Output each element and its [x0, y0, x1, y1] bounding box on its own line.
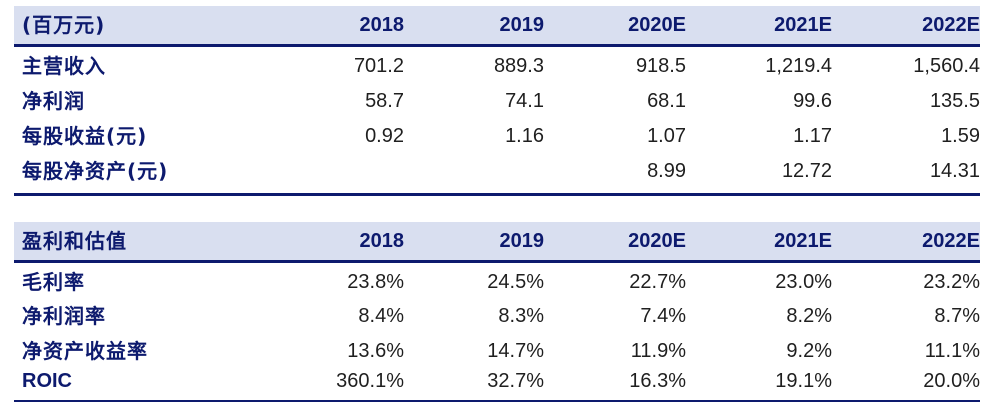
table2-header-label: 盈利和估值 — [22, 229, 127, 253]
table-cell: 20.0% — [923, 370, 980, 392]
table-cell: 1.16 — [505, 125, 544, 147]
table-cell: 7.4% — [640, 305, 686, 327]
table2-header-2022e: 2022E — [922, 230, 980, 252]
table-cell: 24.5% — [487, 271, 544, 293]
table2-bottom-rule — [14, 400, 980, 402]
table-cell: 8.99 — [647, 160, 686, 182]
table-cell: 12.72 — [781, 160, 832, 182]
table-row: ROIC 360.1% 32.7% 16.3% 19.1% 20.0% — [14, 364, 980, 398]
table-row: 净利润率 8.4% 8.3% 7.4% 8.2% 8.7% — [14, 299, 980, 333]
table-cell: 11.9% — [630, 340, 686, 362]
table-cell: 14.31 — [929, 160, 980, 182]
row-label: 毛利率 — [22, 270, 85, 294]
table-cell: 360.1% — [336, 370, 404, 392]
table-cell: 1,219.4 — [765, 55, 832, 77]
table-cell: 889.3 — [493, 55, 544, 77]
table-cell: 8.4% — [358, 305, 404, 327]
table1-bottom-rule — [14, 193, 980, 196]
table-cell: 99.6 — [793, 90, 832, 112]
table2-header-2020e: 2020E — [628, 230, 686, 252]
table-cell: 14.7% — [487, 340, 544, 362]
table2-header-rule — [14, 260, 980, 263]
table-cell — [264, 154, 404, 188]
table-row: 毛利率 23.8% 24.5% 22.7% 23.0% 23.2% — [14, 265, 980, 299]
table2-header-row: 盈利和估值 2018 2019 2020E 2021E 2022E — [14, 224, 980, 258]
table-cell: 11.1% — [924, 340, 980, 362]
table-row: 净资产收益率 13.6% 14.7% 11.9% 9.2% 11.1% — [14, 334, 980, 368]
table2-header-2018: 2018 — [359, 230, 405, 252]
row-label: 每股收益(元) — [22, 124, 148, 148]
table-cell: 9.2% — [786, 340, 832, 362]
table-cell: 1.59 — [941, 125, 980, 147]
table-cell: 1,560.4 — [913, 55, 980, 77]
table-cell: 8.2% — [786, 305, 832, 327]
table1-header-background — [14, 6, 980, 44]
table-cell: 32.7% — [487, 370, 544, 392]
table-cell: 1.17 — [793, 125, 832, 147]
table-cell: 8.7% — [934, 305, 980, 327]
table1-header-2021e: 2021E — [774, 14, 832, 36]
table-cell: 0.92 — [365, 125, 404, 147]
row-label: 主营收入 — [22, 54, 106, 78]
table-cell: 8.3% — [498, 305, 544, 327]
table-cell: 23.0% — [775, 271, 832, 293]
table1-header-2022e: 2022E — [922, 14, 980, 36]
table1-header-2018: 2018 — [359, 14, 405, 36]
row-label: 净利润率 — [22, 304, 106, 328]
table-cell: 23.2% — [923, 271, 980, 293]
table-cell: 16.3% — [629, 370, 686, 392]
table2-header-2021e: 2021E — [774, 230, 832, 252]
table-cell: 918.5 — [635, 55, 686, 77]
table1-header-2020e: 2020E — [628, 14, 686, 36]
table-cell — [404, 154, 544, 188]
table-row: 每股收益(元) 0.92 1.16 1.07 1.17 1.59 — [14, 119, 980, 153]
row-label: 每股净资产(元) — [22, 159, 169, 183]
table-cell: 1.07 — [647, 125, 686, 147]
table-cell: 13.6% — [347, 340, 404, 362]
table1-header-2019: 2019 — [499, 14, 545, 36]
row-label: 净利润 — [22, 89, 85, 113]
table-cell: 22.7% — [629, 271, 686, 293]
table1-header-row: (百万元) 2018 2019 2020E 2021E 2022E — [14, 8, 980, 42]
table-cell: 68.1 — [647, 90, 686, 112]
table-row: 主营收入 701.2 889.3 918.5 1,219.4 1,560.4 — [14, 49, 980, 83]
row-label: ROIC — [22, 370, 72, 392]
row-label: 净资产收益率 — [22, 339, 148, 363]
table1-header-rule — [14, 44, 980, 47]
table-cell: 19.1% — [775, 370, 832, 392]
table-cell: 58.7 — [365, 90, 404, 112]
table-cell: 135.5 — [929, 90, 980, 112]
table-row: 净利润 58.7 74.1 68.1 99.6 135.5 — [14, 84, 980, 118]
table-cell: 23.8% — [347, 271, 404, 293]
table2-header-2019: 2019 — [499, 230, 545, 252]
table2-header-background — [14, 222, 980, 260]
table-cell: 74.1 — [505, 90, 544, 112]
table-cell: 701.2 — [353, 55, 404, 77]
table1-header-label: (百万元) — [22, 13, 106, 37]
table-row: 每股净资产(元) 8.99 12.72 14.31 — [14, 154, 980, 188]
